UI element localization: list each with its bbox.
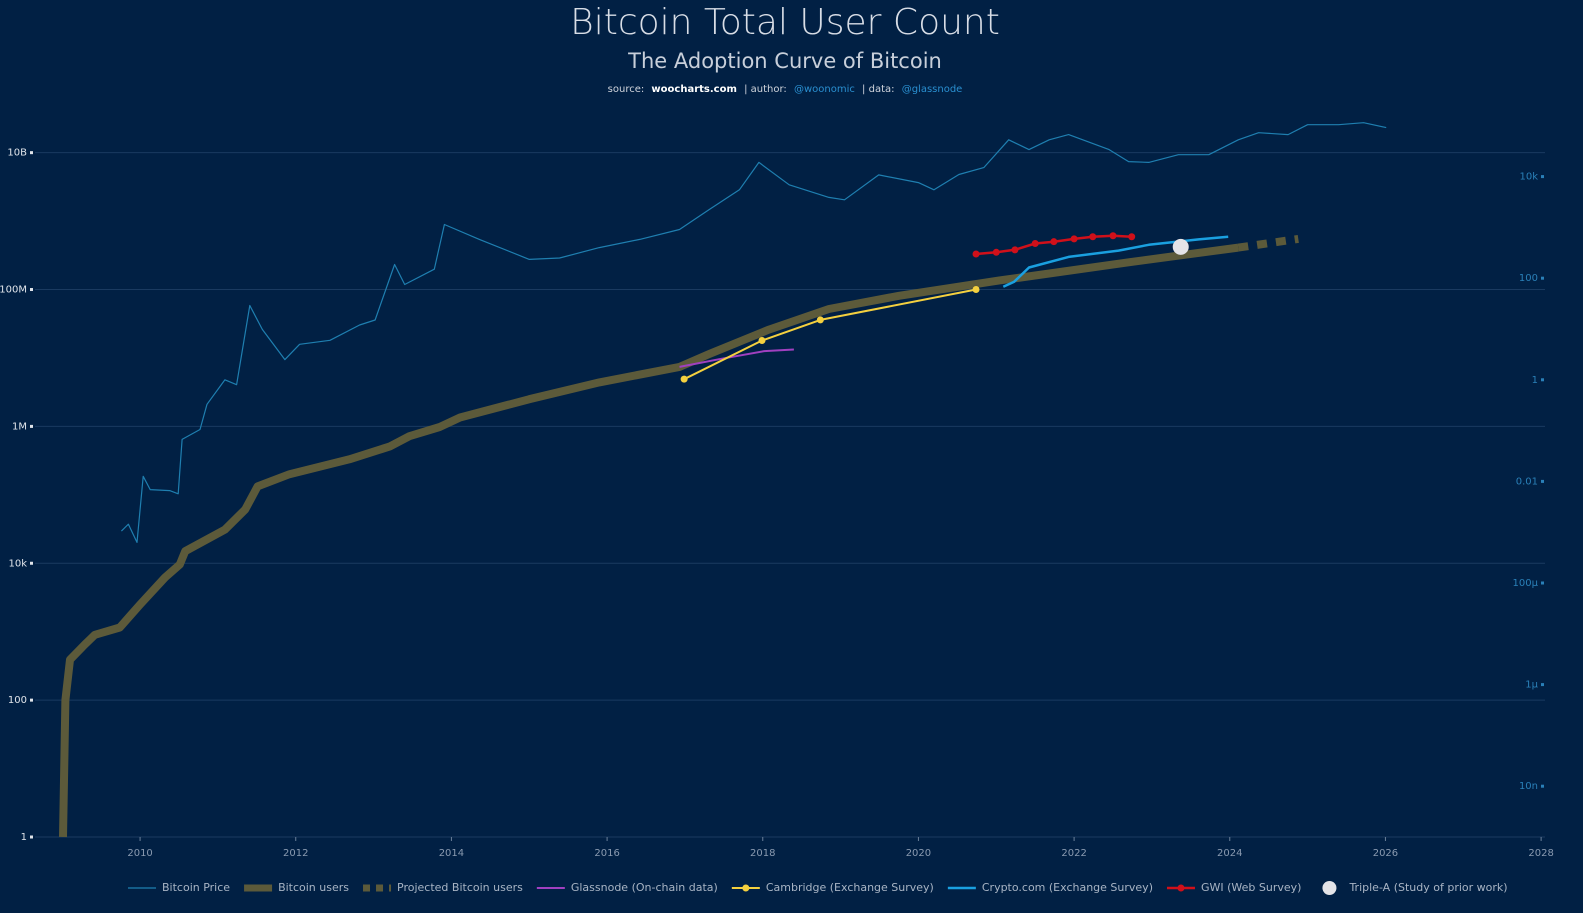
series-marker	[972, 286, 980, 294]
legend-marker	[1322, 881, 1337, 895]
source-site: woocharts.com	[651, 84, 736, 95]
x-tick-label: 2024	[1217, 848, 1242, 859]
series-marker	[1109, 232, 1117, 240]
y2-tick-label: 100μ	[1513, 578, 1539, 589]
legend-label: Glassnode (On-chain data)	[571, 881, 718, 894]
x-tick-label: 2020	[906, 848, 931, 859]
y-tick-mark	[30, 424, 33, 428]
legend: Bitcoin Price Bitcoin users Projected Bitc…	[128, 881, 1508, 895]
x-tick-label: 2014	[439, 848, 464, 859]
x-tick-label: 2010	[127, 848, 152, 859]
y-tick-label: 10B	[7, 148, 27, 159]
plot-area	[59, 122, 1387, 838]
y2-tick-mark	[1541, 581, 1544, 585]
y-tick-label: 1M	[12, 421, 27, 432]
series-marker	[1070, 235, 1078, 243]
series-marker	[816, 316, 824, 324]
y2-tick-label: 1μ	[1525, 680, 1538, 691]
x-tick-label: 2026	[1373, 848, 1398, 859]
series-marker	[1089, 233, 1097, 241]
y2-tick-label: 1	[1532, 375, 1538, 386]
chart-subtitle: The Adoption Curve of Bitcoin	[627, 49, 942, 73]
y2-tick-mark	[1541, 683, 1544, 687]
y2-tick-label: 100	[1519, 273, 1538, 284]
legend-label: Bitcoin users	[278, 881, 349, 894]
x-tick-label: 2028	[1528, 848, 1553, 859]
author[interactable]: @woonomic	[794, 84, 855, 95]
source-line: source: woocharts.com | author: @woonomi…	[608, 84, 963, 95]
x-tick-label: 2016	[594, 848, 619, 859]
x-tick-label: 2022	[1061, 848, 1086, 859]
y2-tick-mark	[1541, 378, 1544, 382]
grid: 1 100 10k 1M 100M 10B 10n 1μ 100μ 0.01 1 100 10k 2010…	[0, 148, 1554, 859]
author-label: | author:	[744, 84, 787, 95]
legend-label: Cambridge (Exchange Survey)	[766, 881, 934, 894]
legend-label: GWI (Web Survey)	[1201, 881, 1301, 894]
series-marker	[1172, 238, 1189, 255]
y2-tick-mark	[1541, 175, 1544, 179]
x-tick-label: 2018	[750, 848, 775, 859]
series-marker	[1031, 240, 1039, 248]
y-tick-mark	[30, 151, 33, 155]
chart-title: Bitcoin Total User Count	[570, 2, 1000, 43]
legend-label: Projected Bitcoin users	[397, 881, 523, 894]
y2-tick-mark	[1541, 479, 1544, 483]
series-marker	[1128, 233, 1136, 241]
y-tick-mark	[30, 698, 33, 702]
series-line	[59, 243, 1239, 838]
y-tick-label: 10k	[8, 558, 27, 569]
series-line	[683, 288, 977, 381]
y-tick-mark	[30, 288, 33, 292]
x-tick-label: 2012	[283, 848, 308, 859]
y-tick-mark	[30, 561, 33, 565]
y2-tick-mark	[1541, 784, 1544, 788]
source-label: source:	[608, 84, 645, 95]
legend-label: Triple-A (Study of prior work)	[1348, 881, 1507, 894]
y-tick-label: 100	[8, 695, 27, 706]
y2-tick-label: 10k	[1519, 172, 1538, 183]
y-tick-mark	[30, 835, 33, 839]
data-source[interactable]: @glassnode	[902, 84, 963, 95]
y-tick-label: 1	[21, 832, 27, 843]
series-marker	[992, 248, 1000, 256]
series-line	[1002, 235, 1229, 288]
y2-tick-label: 0.01	[1516, 476, 1538, 487]
series-marker	[1011, 246, 1019, 254]
data-label: | data:	[862, 84, 894, 95]
legend-marker	[742, 884, 750, 892]
series-marker	[972, 250, 980, 258]
y2-tick-label: 10n	[1519, 781, 1538, 792]
legend-marker	[1177, 884, 1185, 892]
legend-label: Bitcoin Price	[162, 881, 230, 894]
y2-tick-mark	[1541, 276, 1544, 280]
series-marker	[758, 336, 766, 344]
series-marker	[680, 375, 688, 383]
legend-label: Crypto.com (Exchange Survey)	[982, 881, 1153, 894]
series-line	[679, 348, 794, 368]
series-marker	[1050, 238, 1058, 246]
y-tick-label: 100M	[0, 285, 27, 296]
series-line	[120, 122, 1387, 543]
